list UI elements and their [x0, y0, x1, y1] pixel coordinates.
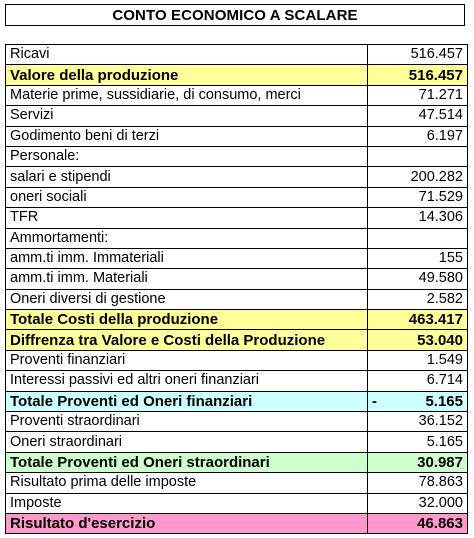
table-row: Servizi 47.514: [5, 105, 468, 127]
row-label: Proventi finanziari: [5, 349, 368, 372]
table-row: Valore della produzione 516.457: [5, 64, 468, 86]
row-label: Godimento beni di terzi: [5, 125, 368, 147]
row-label: Oneri straordinari: [5, 431, 368, 453]
row-label: amm.ti imm. Immateriali: [5, 247, 368, 270]
row-label: Materie prime, sussidiarie, di consumo, …: [5, 84, 368, 107]
table-row: Godimento beni di terzi 6.197: [5, 125, 468, 147]
table-row: Materie prime, sussidiarie, di consumo, …: [5, 84, 468, 107]
row-value: 200.282: [367, 166, 468, 188]
row-label: Imposte: [5, 492, 368, 514]
row-value: 32.000: [367, 492, 468, 514]
table-row: Personale:: [5, 145, 468, 168]
row-value: 155: [367, 247, 468, 270]
table-row: Proventi straordinari 36.152: [5, 411, 468, 433]
row-label: amm.ti imm. Materiali: [5, 268, 368, 290]
row-value: 5.165: [367, 431, 468, 453]
table-row: TFR 14.306: [5, 207, 468, 229]
table-row: oneri sociali 71.529: [5, 186, 468, 209]
table-row: Ricavi 516.457: [5, 43, 468, 66]
row-label: Proventi straordinari: [5, 411, 368, 433]
row-value: 463.417: [367, 309, 468, 331]
row-value: 30.987: [367, 451, 468, 474]
row-value: 78.863: [367, 472, 468, 494]
row-value: 46.863: [367, 512, 468, 535]
row-value: - 5.165: [367, 390, 468, 413]
table-row: Ammortamenti:: [5, 227, 468, 249]
row-value: 6.197: [367, 125, 468, 147]
table-row: Totale Proventi ed Oneri straordinari 30.…: [5, 451, 468, 474]
table-row: Oneri straordinari 5.165: [5, 431, 468, 453]
row-value: 2.582: [367, 288, 468, 311]
table-row: Totale Proventi ed Oneri finanziari - 5.16…: [5, 390, 468, 413]
row-label: salari e stipendi: [5, 166, 368, 188]
row-label: Risultato prima delle imposte: [5, 472, 368, 494]
table-row: Totale Costi della produzione 463.417: [5, 309, 468, 331]
row-label: Interessi passivi ed altri oneri finanzi…: [5, 370, 368, 392]
row-label: oneri sociali: [5, 186, 368, 209]
table-row: Diffrenza tra Valore e Costi della Produ…: [5, 329, 468, 351]
table-row: salari e stipendi 200.282: [5, 166, 468, 188]
row-label: Ammortamenti:: [5, 227, 368, 249]
row-label: Totale Proventi ed Oneri finanziari: [5, 390, 368, 413]
row-value: 71.271: [367, 84, 468, 107]
table-row: amm.ti imm. Immateriali 155: [5, 247, 468, 270]
row-value: 516.457: [367, 64, 468, 86]
row-label: Risultato d'esercizio: [5, 512, 368, 535]
row-label: Oneri diversi di gestione: [5, 288, 368, 311]
table-row: Imposte 32.000: [5, 492, 468, 514]
row-label: Personale:: [5, 145, 368, 168]
table-row: Oneri diversi di gestione 2.582: [5, 288, 468, 311]
row-value: 1.549: [367, 349, 468, 372]
row-value-number: 5.165: [425, 392, 463, 410]
table-row: Risultato d'esercizio 46.863: [5, 512, 468, 535]
row-value: 516.457: [367, 43, 468, 66]
row-value: [367, 145, 468, 168]
row-label: Ricavi: [5, 43, 368, 66]
sheet-title: CONTO ECONOMICO A SCALARE: [5, 4, 465, 26]
row-label: Diffrenza tra Valore e Costi della Produ…: [5, 329, 368, 351]
row-label: Servizi: [5, 105, 368, 127]
table-row: amm.ti imm. Materiali 49.580: [5, 268, 468, 290]
row-value: 6.714: [367, 370, 468, 392]
row-value: 36.152: [367, 411, 468, 433]
row-value: 47.514: [367, 105, 468, 127]
table-row: Interessi passivi ed altri oneri finanzi…: [5, 370, 468, 392]
negative-sign: -: [372, 392, 377, 410]
row-value: 71.529: [367, 186, 468, 209]
table-row: Proventi finanziari 1.549: [5, 349, 468, 372]
row-value: 49.580: [367, 268, 468, 290]
row-label: Totale Costi della produzione: [5, 309, 368, 331]
row-value: 14.306: [367, 207, 468, 229]
row-label: Valore della produzione: [5, 64, 368, 86]
table-row: Risultato prima delle imposte 78.863: [5, 472, 468, 494]
row-value: [367, 227, 468, 249]
row-label: Totale Proventi ed Oneri straordinari: [5, 451, 368, 474]
row-label: TFR: [5, 207, 368, 229]
row-value: 53.040: [367, 329, 468, 351]
income-statement-table: Ricavi 516.457 Valore della produzione 516…: [5, 43, 468, 535]
